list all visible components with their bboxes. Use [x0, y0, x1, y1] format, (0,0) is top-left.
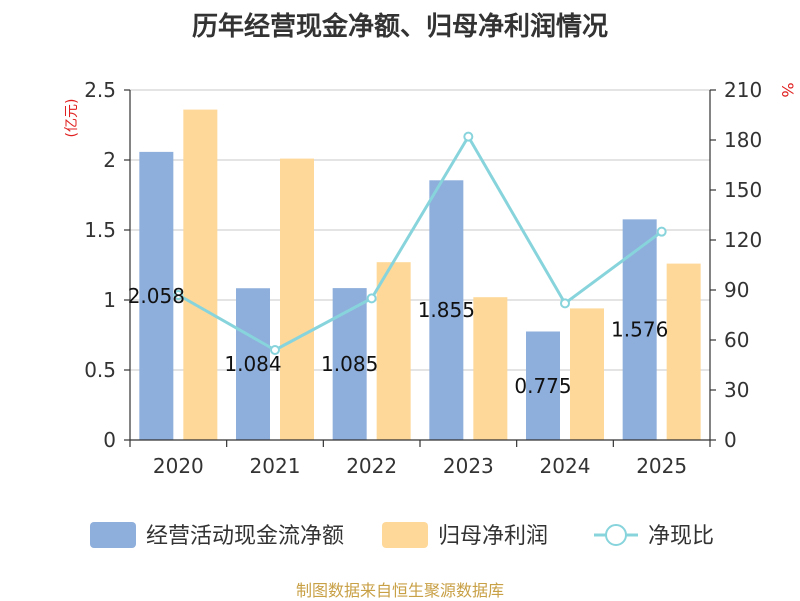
- bar-data-label: 1.855: [418, 298, 475, 322]
- bar-netprofit: [570, 308, 604, 440]
- y-left-tick-label: 0.5: [84, 358, 116, 382]
- x-tick-label: 2022: [346, 454, 397, 478]
- legend-marker: [605, 524, 627, 546]
- bar-cashflow: [429, 180, 464, 441]
- y-right-tick-label: 90: [724, 278, 749, 302]
- line-point: [463, 131, 474, 142]
- bar-data-label: 0.775: [514, 374, 571, 398]
- x-tick-label: 2021: [250, 454, 301, 478]
- legend-swatch: [90, 522, 136, 548]
- y-right-tick-label: 210: [724, 78, 762, 102]
- bar-cashflow: [236, 288, 270, 440]
- bar-cashflow: [526, 331, 560, 440]
- y-left-tick-label: 2.5: [84, 78, 116, 102]
- bar-netprofit: [473, 297, 508, 440]
- bar-cashflow: [332, 288, 367, 440]
- legend-swatch: [382, 522, 428, 548]
- line-ratio: [177, 133, 663, 352]
- y-left-tick-label: 2: [103, 148, 116, 172]
- y-left-tick-label: 1.5: [84, 218, 116, 242]
- y-right-tick-label: 60: [724, 328, 749, 352]
- bar-data-label: 1.085: [321, 352, 378, 376]
- line-point: [173, 290, 184, 300]
- gridlines: [130, 89, 710, 371]
- legend-label: 净现比: [648, 524, 714, 549]
- y-right-tick-label: 180: [724, 128, 762, 152]
- line-point: [270, 345, 280, 355]
- legend: 经营活动现金流净额 归母净利润 净现比: [90, 522, 714, 549]
- line-point: [366, 293, 377, 304]
- bar-cashflow: [139, 151, 174, 440]
- y-left-unit: (亿元): [64, 99, 80, 138]
- y-right-unit: %: [778, 82, 797, 97]
- y-right-tick-label: 120: [724, 228, 762, 252]
- y-left-tick-label: 1: [103, 288, 116, 312]
- bar-data-label: 1.576: [611, 318, 668, 342]
- x-tick-label: 2025: [636, 454, 687, 478]
- data-labels: 2.058 1.084 1.085 1.855 0.775 1.576: [128, 284, 669, 398]
- x-tick-label: 2020: [153, 454, 204, 478]
- x-tick-label: 2024: [540, 454, 591, 478]
- source-footnote: 制图数据来自恒生聚源数据库: [295, 581, 504, 600]
- bar-netprofit: [280, 158, 314, 440]
- bar-netprofit: [376, 262, 411, 440]
- line-point: [560, 298, 570, 309]
- legend-label: 归母净利润: [438, 524, 548, 549]
- axes: 0 0.5 1 1.5 2 2.5 0 30 60 90 120 150 180 210 2020 2021 2…: [64, 78, 797, 478]
- legend-label: 经营活动现金流净额: [146, 524, 344, 549]
- line-point: [656, 226, 667, 237]
- bar-data-label: 1.084: [224, 352, 281, 376]
- bar-data-label: 2.058: [128, 284, 185, 308]
- y-right-tick-label: 30: [724, 378, 749, 402]
- y-right-tick-label: 150: [724, 178, 762, 202]
- line-series: [173, 131, 667, 355]
- y-right-tick-label: 0: [724, 428, 737, 452]
- x-tick-label: 2023: [443, 454, 494, 478]
- chart-title: 历年经营现金净额、归母净利润情况: [191, 12, 608, 42]
- bar-series: [139, 109, 701, 441]
- y-left-tick-label: 0: [103, 428, 116, 452]
- bar-netprofit: [666, 263, 701, 440]
- bar-netprofit: [183, 109, 218, 440]
